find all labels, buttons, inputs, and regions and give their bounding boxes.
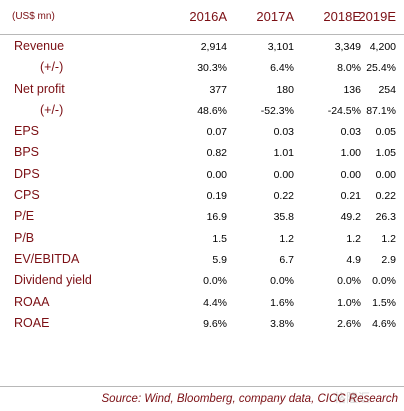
cell-2017a: 1.6% [270, 296, 294, 309]
cell-2016a: 0.82 [206, 147, 227, 160]
cell-2018e: 4.9 [346, 253, 361, 266]
cell-2018e: 0.03 [340, 126, 361, 139]
row-label: Dividend yield [14, 273, 92, 288]
row-label: Net profit [14, 81, 65, 96]
table-row-dps: DPS 0.00 0.00 0.00 0.00 [0, 164, 404, 185]
footer-divider [0, 386, 404, 387]
cell-2016a: 30.3% [197, 62, 227, 75]
cell-2019e: 0.0% [372, 275, 396, 288]
cell-2017a: 0.22 [273, 190, 294, 203]
cell-2017a: 3,101 [267, 41, 294, 53]
cell-2016a: 48.6% [197, 104, 227, 117]
cell-2017a: 1.2 [279, 232, 294, 245]
cell-2018e: 1.2 [346, 232, 361, 245]
row-label: (+/-) [40, 102, 64, 117]
cell-2019e: 1.5% [372, 296, 396, 309]
cell-2016a: 0.19 [206, 190, 227, 203]
cell-2016a: 16.9 [206, 211, 227, 224]
cell-2018e: 3,349 [334, 41, 361, 53]
financial-table: Revenue 2,914 3,101 3,349 4,200 (+/-) 30… [0, 36, 404, 334]
row-label: BPS [14, 145, 40, 160]
cell-2019e: 0.05 [375, 126, 396, 139]
cell-2018e: 0.00 [340, 168, 361, 181]
cell-2017a: 6.7 [279, 253, 294, 266]
cell-2018e: 49.2 [340, 211, 361, 224]
cell-2017a: 1.01 [273, 147, 294, 160]
cell-2018e: 8.0% [337, 62, 361, 75]
cell-2019e: 0.22 [375, 190, 396, 203]
column-header-2017a: 2017A [256, 9, 294, 24]
row-label: CPS [14, 188, 40, 203]
row-label: Revenue [14, 39, 65, 53]
cell-2016a: 1.5 [212, 232, 227, 245]
cell-2016a: 0.0% [203, 275, 227, 288]
column-header-2016a: 2016A [189, 9, 227, 24]
table-row-cps: CPS 0.19 0.22 0.21 0.22 [0, 185, 404, 206]
cell-2019e: 87.1% [366, 104, 396, 117]
table-row-eps: EPS 0.07 0.03 0.03 0.05 [0, 121, 404, 142]
cell-2019e: 2.9 [381, 253, 396, 266]
cell-2016a: 377 [209, 83, 227, 96]
watermark-text: 格隆汇 [333, 391, 370, 405]
row-label: ROAE [14, 315, 50, 330]
table-row-roae: ROAE 9.6% 3.8% 2.6% 4.6% [0, 313, 404, 334]
cell-2017a: 35.8 [273, 211, 294, 224]
cell-2016a: 2,914 [200, 41, 227, 53]
cell-2018e: 0.21 [340, 190, 361, 203]
table-row-roaa: ROAA 4.4% 1.6% 1.0% 1.5% [0, 292, 404, 313]
table-row-pe: P/E 16.9 35.8 49.2 26.3 [0, 206, 404, 227]
cell-2018e: 0.0% [337, 275, 361, 288]
cell-2019e: 1.05 [375, 147, 396, 160]
row-label: EPS [14, 124, 40, 139]
source-note: Source: Wind, Bloomberg, company data, C… [101, 393, 398, 405]
cell-2019e: 4,200 [369, 41, 396, 53]
table-row-net-profit-growth: (+/-) 48.6% -52.3% -24.5% 87.1% [0, 100, 404, 121]
cell-2016a: 5.9 [212, 253, 227, 266]
table-row-bps: BPS 0.82 1.01 1.00 1.05 [0, 142, 404, 163]
cell-2019e: 25.4% [366, 62, 396, 75]
cell-2018e: 2.6% [337, 317, 361, 330]
cell-2016a: 0.07 [206, 126, 227, 139]
row-label: (+/-) [40, 60, 64, 75]
cell-2019e: 1.2 [381, 232, 396, 245]
row-label: P/B [14, 230, 35, 245]
table-row-net-profit: Net profit 377 180 136 254 [0, 79, 404, 100]
cell-2019e: 254 [378, 83, 396, 96]
cell-2019e: 4.6% [372, 317, 396, 330]
table-row-revenue-growth: (+/-) 30.3% 6.4% 8.0% 25.4% [0, 57, 404, 78]
cell-2017a: 0.03 [273, 126, 294, 139]
cell-2019e: 26.3 [375, 211, 396, 224]
cell-2018e: 1.00 [340, 147, 361, 160]
cell-2017a: 180 [276, 83, 294, 96]
cell-2018e: 1.0% [337, 296, 361, 309]
cell-2016a: 0.00 [206, 168, 227, 181]
cell-2017a: 0.0% [270, 275, 294, 288]
row-label: ROAA [14, 294, 50, 309]
column-header-2018e: 2018E [323, 9, 361, 24]
row-label: EV/EBITDA [14, 251, 80, 266]
cell-2018e: 136 [343, 83, 361, 96]
cell-2019e: 0.00 [375, 168, 396, 181]
row-label: DPS [14, 166, 40, 181]
cell-2017a: 3.8% [270, 317, 294, 330]
column-header-2019e: 2019E [358, 9, 396, 24]
row-label: P/E [14, 209, 35, 224]
table-row-ev-ebitda: EV/EBITDA 5.9 6.7 4.9 2.9 [0, 249, 404, 270]
cell-2017a: 6.4% [270, 62, 294, 75]
cell-2016a: 4.4% [203, 296, 227, 309]
cell-2016a: 9.6% [203, 317, 227, 330]
cell-2017a: 0.00 [273, 168, 294, 181]
table-row-pb: P/B 1.5 1.2 1.2 1.2 [0, 228, 404, 249]
cell-2018e: -24.5% [327, 104, 361, 117]
cell-2017a: -52.3% [260, 104, 294, 117]
table-row-dividend-yield: Dividend yield 0.0% 0.0% 0.0% 0.0% [0, 270, 404, 291]
table-row-revenue: Revenue 2,914 3,101 3,349 4,200 [0, 36, 404, 57]
table-header: (US$ mn) 2016A 2017A 2018E 2019E [0, 0, 404, 35]
unit-label: (US$ mn) [12, 11, 55, 22]
